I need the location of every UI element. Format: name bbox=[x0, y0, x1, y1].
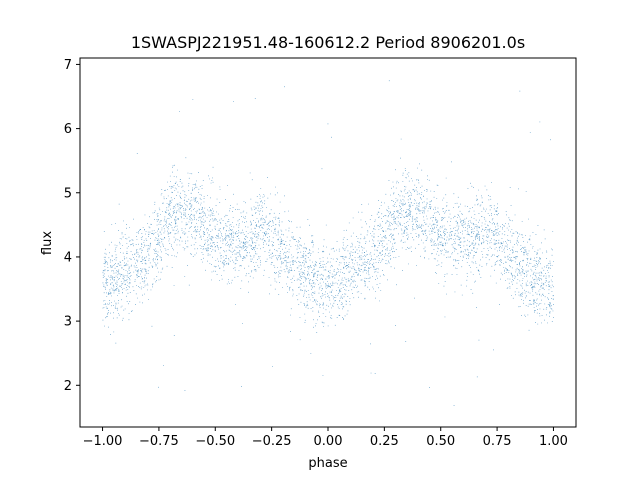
y-tick-label: 4 bbox=[64, 250, 72, 265]
y-tick-label: 3 bbox=[64, 315, 72, 330]
x-tick-label: −1.00 bbox=[83, 434, 123, 449]
x-tick-label: −0.25 bbox=[252, 434, 292, 449]
x-axis: −1.00 −0.75 −0.50 −0.25 0.00 0.25 0.50 0.75 1.00 bbox=[83, 427, 568, 449]
y-tick-label: 7 bbox=[64, 58, 72, 73]
chart-title: 1SWASPJ221951.48-160612.2 Period 8906201… bbox=[131, 33, 525, 52]
x-tick-label: 0.75 bbox=[483, 434, 512, 449]
x-tick-label: −0.75 bbox=[139, 434, 179, 449]
x-tick-label: 0.50 bbox=[426, 434, 455, 449]
y-axis: 2 3 4 5 6 7 bbox=[64, 58, 80, 394]
y-axis-title: flux bbox=[40, 231, 55, 255]
y-tick-label: 6 bbox=[64, 122, 72, 137]
x-tick-label: 0.25 bbox=[370, 434, 399, 449]
y-tick-label: 5 bbox=[64, 186, 72, 201]
x-axis-title: phase bbox=[308, 456, 347, 471]
x-tick-label: 0.00 bbox=[314, 434, 343, 449]
y-tick-label: 2 bbox=[64, 379, 72, 394]
x-tick-label: −0.50 bbox=[195, 434, 235, 449]
x-tick-label: 1.00 bbox=[539, 434, 568, 449]
